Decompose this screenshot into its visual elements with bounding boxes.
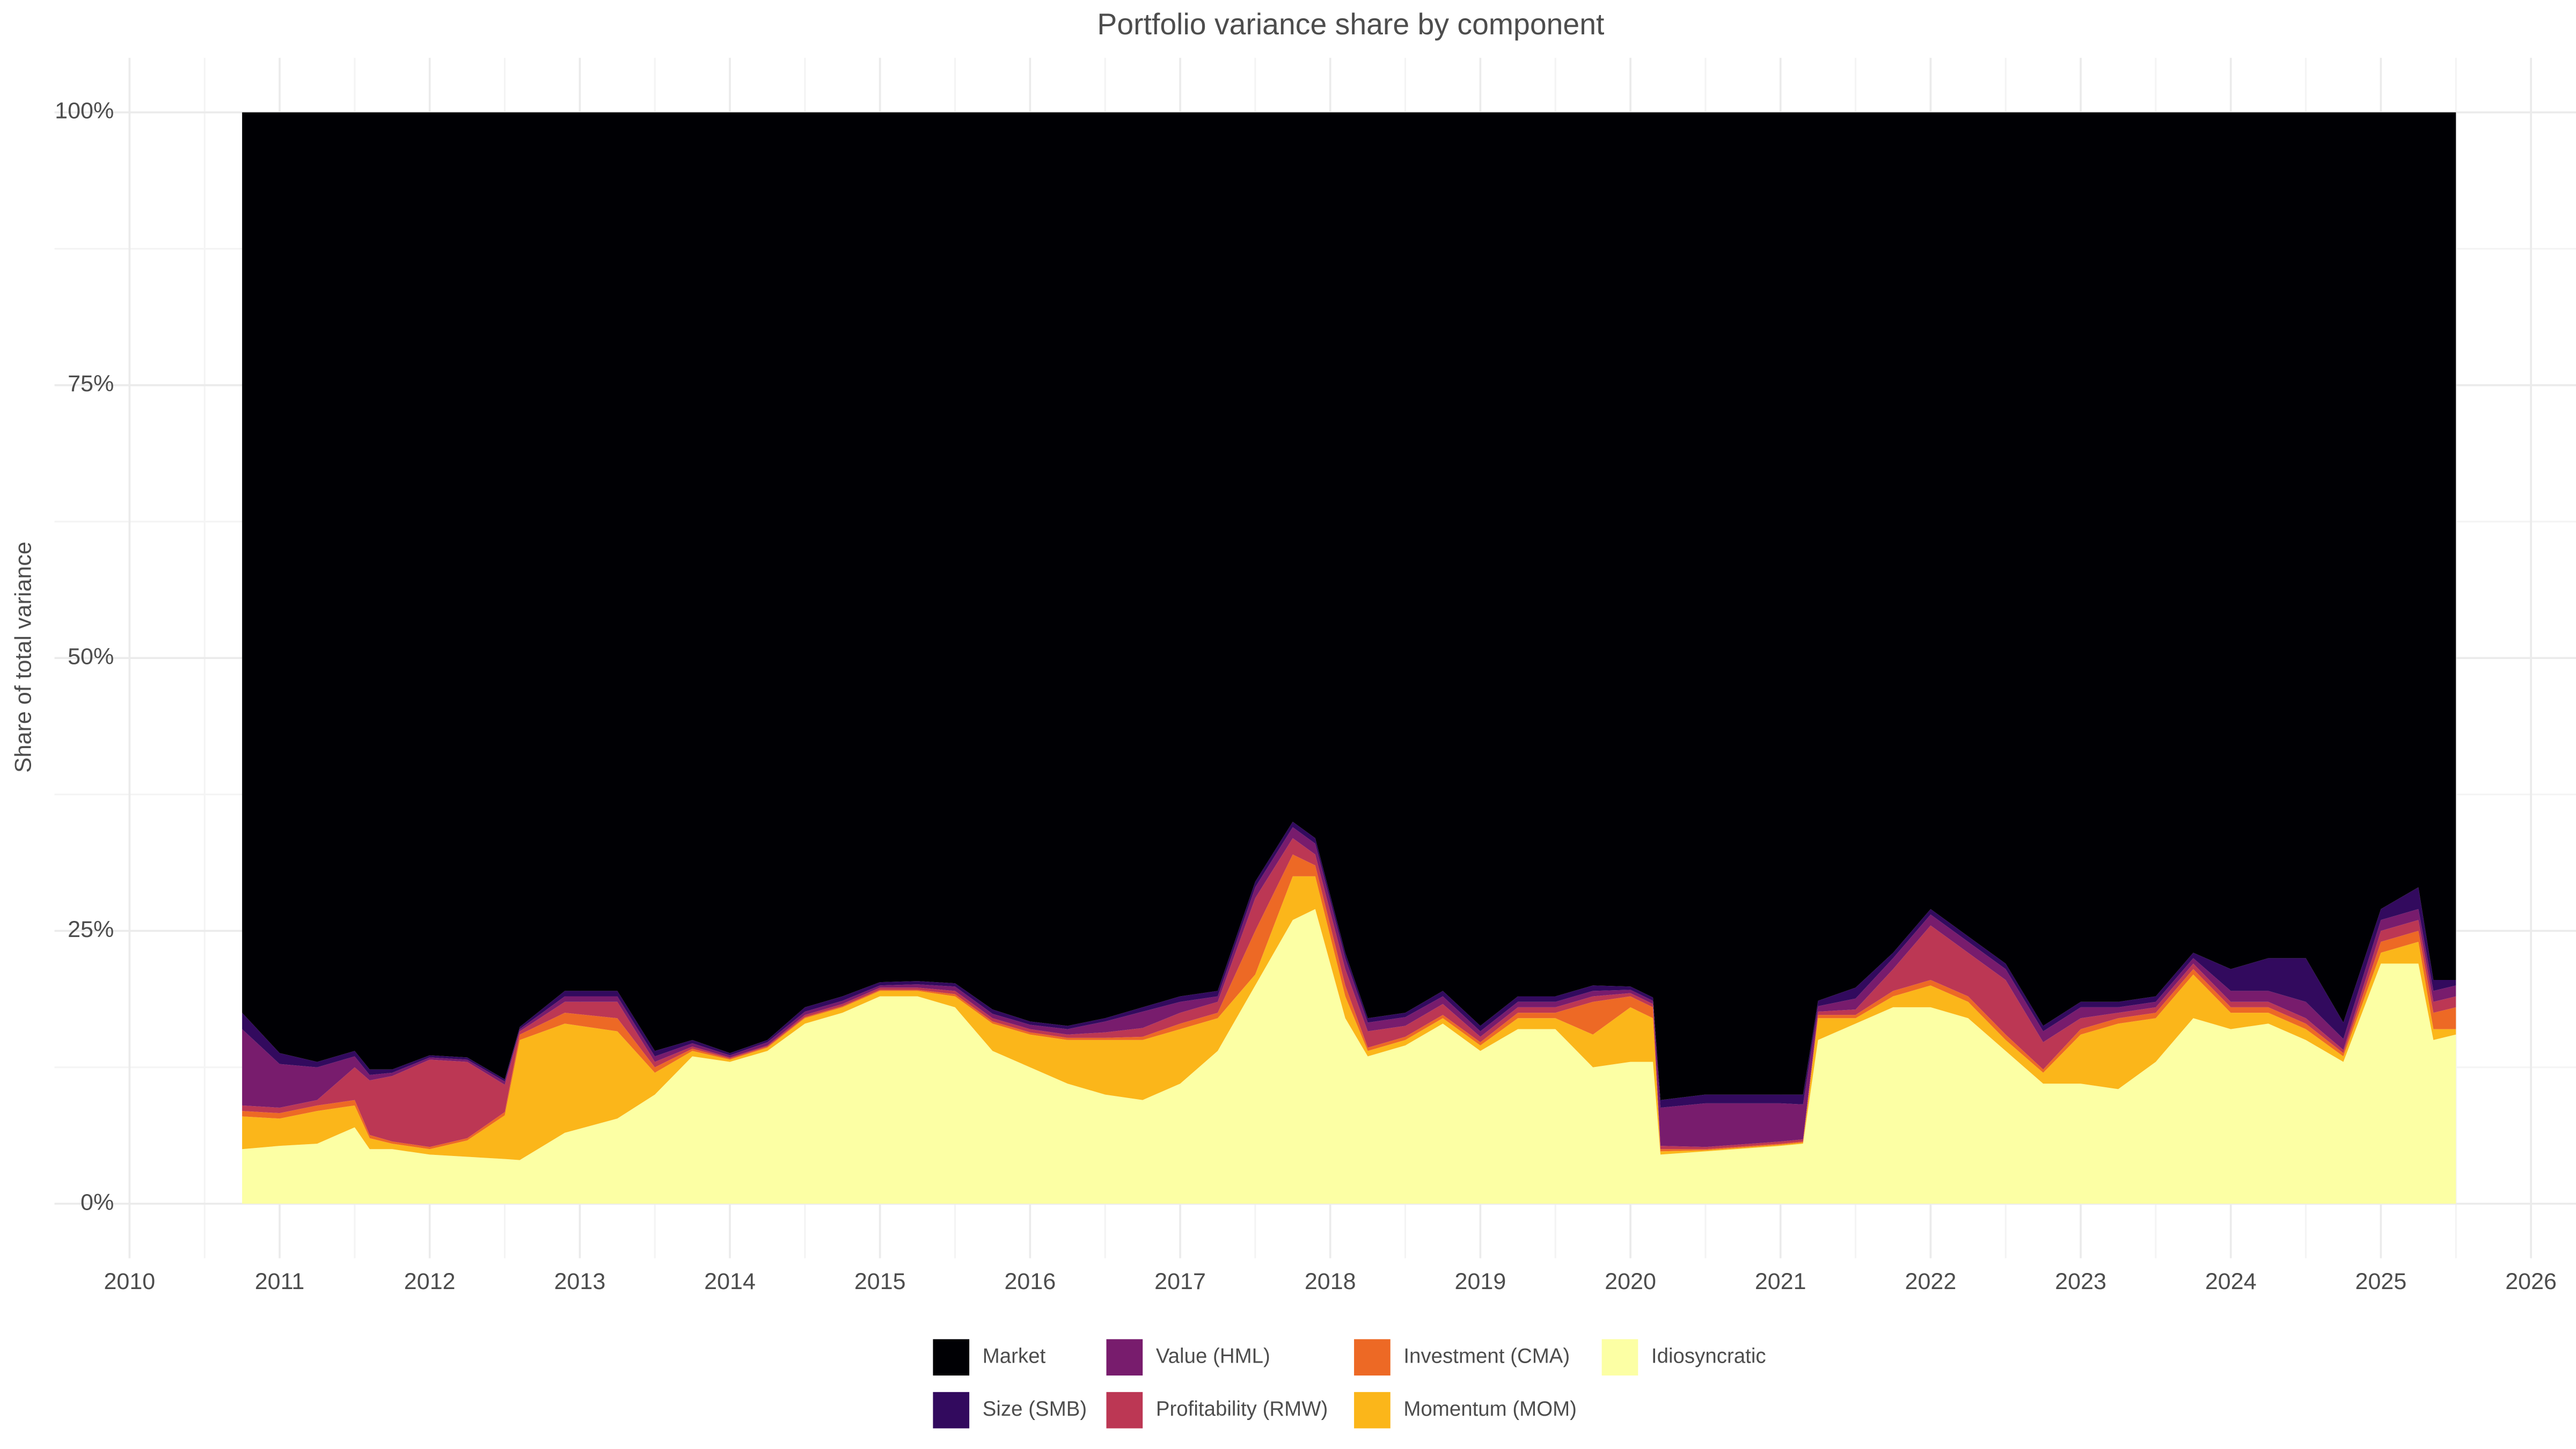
area xyxy=(242,876,2456,1160)
x-tick-label: 2017 xyxy=(1154,1269,1206,1294)
legend-label: Investment (CMA) xyxy=(1403,1344,1570,1367)
areas xyxy=(242,112,2456,1204)
y-axis-label: Share of total variance xyxy=(11,541,36,773)
legend-label: Profitability (RMW) xyxy=(1156,1397,1328,1421)
legend-label: Size (SMB) xyxy=(983,1397,1087,1421)
x-tick-label: 2015 xyxy=(854,1269,906,1294)
x-tick-label: 2023 xyxy=(2055,1269,2106,1294)
y-tick-label: 0% xyxy=(80,1189,114,1215)
x-tick-label: 2014 xyxy=(704,1269,756,1294)
area xyxy=(242,838,2456,1150)
y-tick-label: 50% xyxy=(68,644,114,670)
x-tick-label: 2022 xyxy=(1905,1269,1957,1294)
x-tick-label: 2020 xyxy=(1605,1269,1656,1294)
area xyxy=(242,112,2456,1100)
area xyxy=(242,909,2456,1204)
legend: Market Size (SMB) Value (HML) Profitability… xyxy=(933,1339,1766,1429)
x-tick-label: 2026 xyxy=(2505,1269,2557,1294)
x-tick-label: 2013 xyxy=(554,1269,605,1294)
legend-key xyxy=(933,1339,970,1376)
x-tick-label: 2019 xyxy=(1455,1269,1506,1294)
x-tick-label: 2018 xyxy=(1305,1269,1356,1294)
legend-label: Momentum (MOM) xyxy=(1403,1397,1577,1421)
x-tick-label: 2025 xyxy=(2355,1269,2407,1294)
x-tick-label: 2021 xyxy=(1755,1269,1806,1294)
legend-key xyxy=(1106,1392,1143,1429)
x-tick-label: 2016 xyxy=(1004,1269,1056,1294)
legend-key xyxy=(933,1392,970,1429)
chart-title: Portfolio variance share by component xyxy=(1097,8,1604,41)
x-tick-label: 2024 xyxy=(2205,1269,2257,1294)
legend-label: Market xyxy=(983,1344,1046,1367)
axes: 2010 2011 2012 2013 2014 2015 2016 2017 2018 2019… xyxy=(55,98,2557,1294)
legend-key xyxy=(1354,1339,1391,1376)
y-tick-label: 100% xyxy=(55,98,114,124)
legend-key xyxy=(1601,1339,1638,1376)
x-tick-label: 2012 xyxy=(404,1269,456,1294)
legend-key xyxy=(1354,1392,1391,1429)
area xyxy=(242,822,2456,1108)
y-tick-label: 25% xyxy=(68,917,114,942)
x-tick-label: 2011 xyxy=(255,1269,305,1294)
area xyxy=(242,854,2456,1152)
legend-key xyxy=(1106,1339,1143,1376)
y-tick-label: 75% xyxy=(68,371,114,397)
legend-label: Idiosyncratic xyxy=(1651,1344,1766,1367)
legend-label: Value (HML) xyxy=(1156,1344,1270,1367)
area xyxy=(242,827,2456,1147)
x-tick-label: 2010 xyxy=(104,1269,155,1294)
